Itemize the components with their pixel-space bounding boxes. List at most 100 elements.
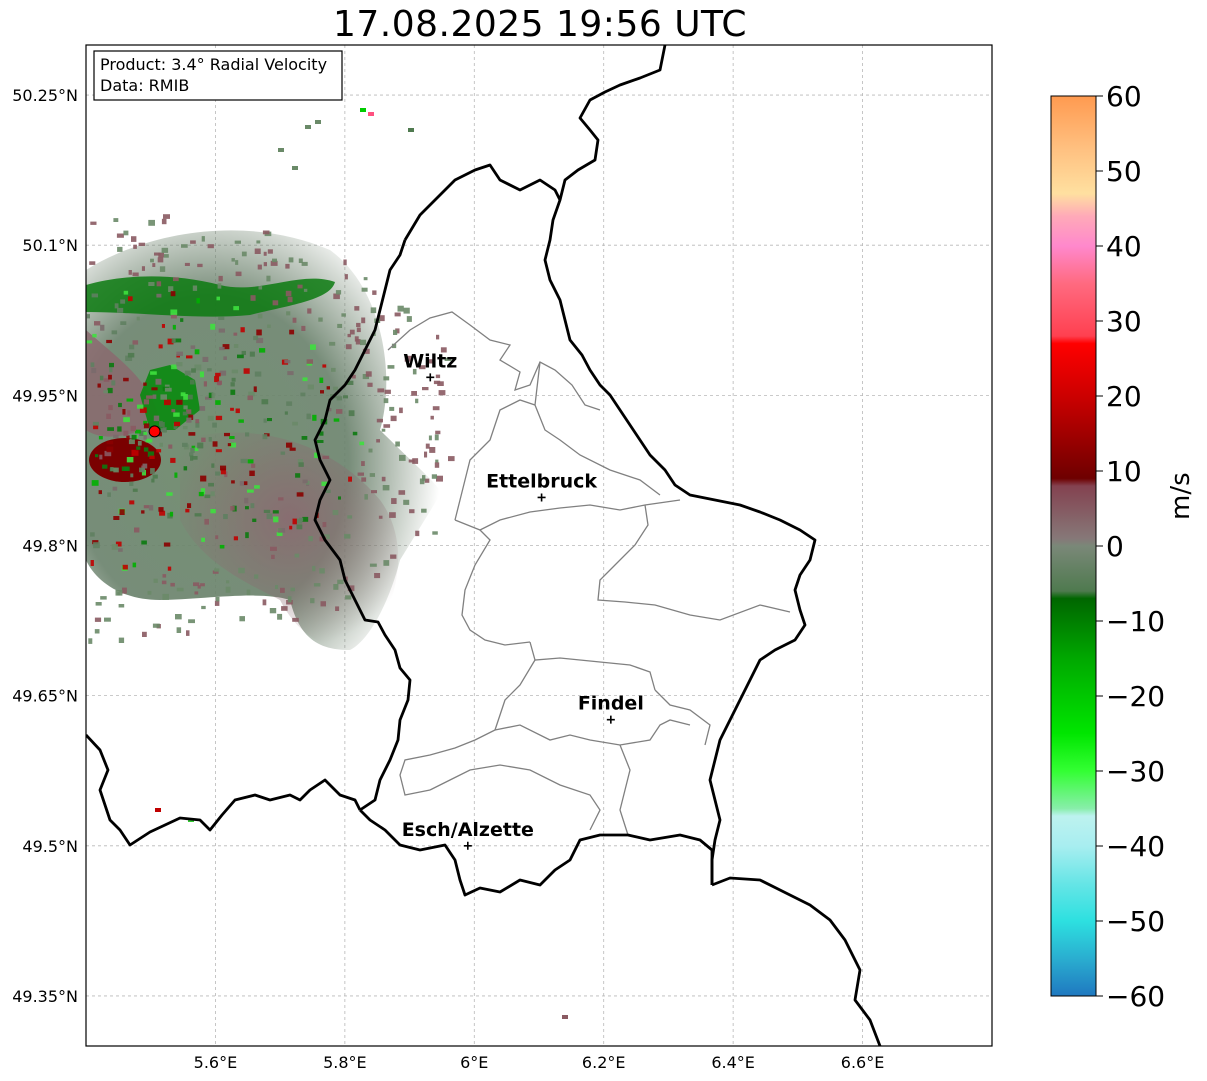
echo-pixel (310, 344, 316, 350)
echo-pixel (415, 530, 420, 537)
echo-pixel (117, 426, 122, 432)
echo-pixel (245, 432, 250, 437)
echo-pixel (247, 489, 254, 493)
echo-pixel (241, 350, 246, 355)
echo-pixel (424, 451, 428, 458)
echo-pixel (381, 428, 386, 432)
echo-pixel (135, 429, 141, 434)
colorbar-tick-label: 10 (1106, 455, 1142, 488)
echo-pixel (412, 368, 417, 375)
echo-pixel (263, 251, 267, 256)
echo-pixel (153, 415, 160, 422)
echo-pixel (326, 386, 330, 390)
echo-pixel (106, 413, 111, 419)
echo-pixel (197, 442, 204, 449)
echo-pixel (235, 260, 239, 265)
echo-pixel (285, 263, 290, 269)
map-frame (85, 44, 993, 1047)
echo-pixel (136, 446, 141, 450)
echo-pixel (173, 277, 179, 282)
echo-pixel (201, 605, 206, 610)
echo-pixel (204, 494, 211, 499)
echo-pixel (110, 467, 114, 472)
echo-pixel (182, 426, 188, 430)
echo-pixel (562, 1015, 568, 1019)
echo-pixel (122, 409, 126, 415)
info-box: Product: 3.4° Radial Velocity Data: RMIB (93, 50, 343, 101)
echo-pixel (139, 467, 145, 473)
echo-pixel (301, 436, 308, 440)
echo-pixel (223, 356, 227, 360)
echo-pixel (190, 240, 196, 244)
lon-tick-label: 5.6°E (194, 1053, 238, 1072)
echo-pixel (199, 371, 204, 378)
echo-pixel (289, 447, 296, 451)
colorbar-tick-label: 20 (1106, 380, 1142, 413)
echo-pixel (148, 282, 155, 286)
echo-pixel (383, 376, 390, 381)
echo-pixel (333, 293, 340, 300)
echo-pixel (156, 293, 162, 298)
echo-pixel (231, 369, 239, 374)
echo-pixel (100, 596, 107, 600)
echo-pixel (422, 387, 429, 391)
echo-pixel (194, 364, 202, 371)
echo-pixel (431, 474, 437, 479)
echo-pixel (403, 499, 410, 505)
echo-pixel (237, 354, 244, 359)
echo-pixel (131, 434, 137, 440)
echo-pixel (319, 377, 324, 383)
echo-pixel (361, 317, 366, 324)
echo-pixel (271, 554, 275, 559)
echo-pixel (348, 476, 352, 482)
echo-pixel (91, 293, 98, 298)
echo-pixel (267, 249, 273, 254)
echo-pixel (297, 284, 303, 289)
echo-pixel (106, 440, 114, 445)
echo-pixel (161, 580, 167, 585)
echo-pixel (290, 587, 295, 592)
echo-pixel (113, 516, 120, 520)
echo-pixel (419, 478, 425, 485)
echo-pixel (123, 290, 129, 295)
echo-pixel (207, 368, 212, 372)
echo-pixel (103, 378, 110, 382)
echo-pixel (186, 630, 190, 636)
echo-pixel (120, 321, 127, 325)
echo-pixel (248, 391, 255, 397)
echo-pixel (245, 532, 249, 539)
colorbar-tick-label: 0 (1106, 530, 1124, 563)
echo-pixel (210, 491, 215, 497)
city-cross-icon (537, 493, 546, 502)
echo-pixel (207, 244, 214, 249)
echo-pixel (307, 308, 312, 314)
echo-pixel (272, 510, 279, 514)
echo-pixel (233, 332, 238, 336)
echo-pixel (360, 108, 366, 112)
echo-pixel (182, 442, 188, 447)
echo-pixel (118, 548, 123, 552)
echo-pixel (132, 340, 139, 345)
echo-pixel (378, 515, 383, 519)
echo-pixel (160, 428, 167, 433)
echo-pixel (430, 415, 434, 420)
echo-pixel (302, 479, 308, 484)
echo-pixel (336, 396, 343, 401)
echo-pixel (434, 462, 440, 468)
echo-pixel (275, 585, 279, 589)
echo-pixel (128, 270, 132, 275)
echo-pixel (167, 566, 172, 571)
echo-pixel (90, 532, 95, 537)
echo-pixel (231, 480, 235, 484)
echo-pixel (123, 430, 129, 436)
echo-pixel (257, 264, 262, 270)
colorbar-tick-label: −50 (1106, 905, 1165, 938)
echo-pixel (258, 286, 263, 290)
echo-pixel (233, 536, 238, 541)
echo-pixel (198, 491, 204, 497)
echo-pixel (395, 328, 400, 334)
echo-pixel (212, 422, 217, 428)
echo-pixel (341, 313, 346, 317)
echo-pixel (383, 560, 390, 566)
echo-pixel (363, 277, 368, 281)
